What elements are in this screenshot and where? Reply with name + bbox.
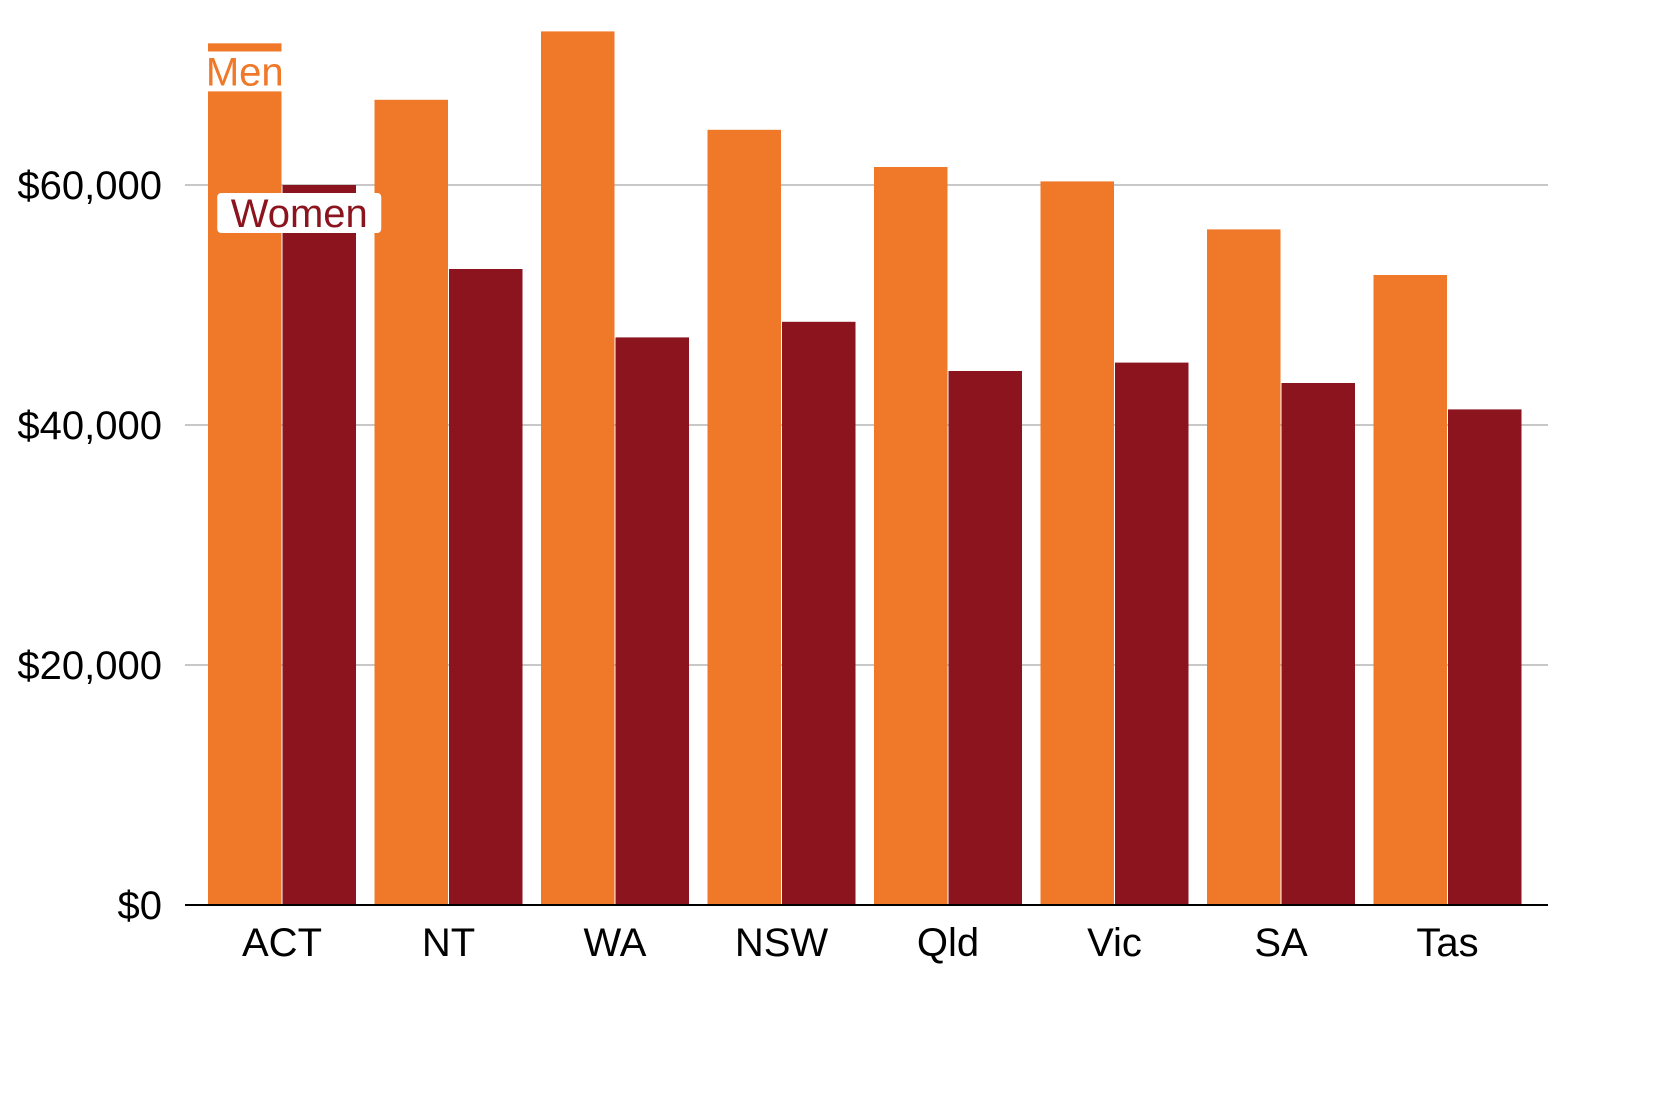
bar-women-wa: [615, 337, 689, 905]
x-tick-label: Qld: [917, 921, 979, 965]
x-tick-label: NSW: [735, 921, 829, 965]
series-labels: Men Women: [206, 43, 382, 236]
bars: [208, 31, 1522, 906]
y-tick-label: $60,000: [17, 164, 162, 208]
series-label-women: Women: [217, 192, 382, 236]
bar-men-sa: [1207, 229, 1281, 905]
bar-men-act: [208, 43, 282, 905]
bar-men-vic: [1040, 181, 1114, 905]
x-tick-labels: ACT NT WA NSW Qld Vic SA Tas: [242, 921, 1479, 965]
bar-men-qld: [874, 167, 948, 905]
x-tick-label: WA: [584, 921, 647, 965]
x-tick-label: Tas: [1416, 921, 1478, 965]
men-label: Men: [206, 50, 284, 94]
bar-women-sa: [1281, 383, 1355, 905]
bar-women-nt: [449, 269, 523, 905]
y-tick-label: $20,000: [17, 644, 162, 688]
x-tick-label: ACT: [242, 921, 322, 965]
bar-women-tas: [1448, 409, 1522, 905]
bar-women-qld: [948, 371, 1022, 905]
bar-men-wa: [541, 31, 615, 905]
men-label-background: [208, 51, 282, 92]
men-label-cap: [208, 43, 282, 52]
y-tick-label: $40,000: [17, 404, 162, 448]
y-tick-labels: $0 $20,000 $40,000 $60,000: [17, 164, 162, 928]
bar-women-act: [282, 185, 356, 905]
bar-men-nt: [374, 99, 448, 906]
bar-men-nsw: [707, 129, 781, 906]
women-label: Women: [231, 192, 368, 236]
women-label-background: [217, 193, 382, 233]
x-tick-label: Vic: [1087, 921, 1142, 965]
bar-women-nsw: [782, 321, 856, 905]
x-tick-label: SA: [1254, 921, 1308, 965]
series-label-men: Men: [206, 43, 284, 94]
bar-men-tas: [1373, 275, 1447, 905]
bar-women-vic: [1115, 362, 1189, 906]
y-tick-label: $0: [118, 884, 163, 928]
x-tick-label: NT: [422, 921, 475, 965]
